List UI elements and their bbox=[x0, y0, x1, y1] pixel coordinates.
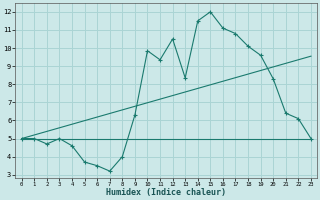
X-axis label: Humidex (Indice chaleur): Humidex (Indice chaleur) bbox=[106, 188, 226, 197]
